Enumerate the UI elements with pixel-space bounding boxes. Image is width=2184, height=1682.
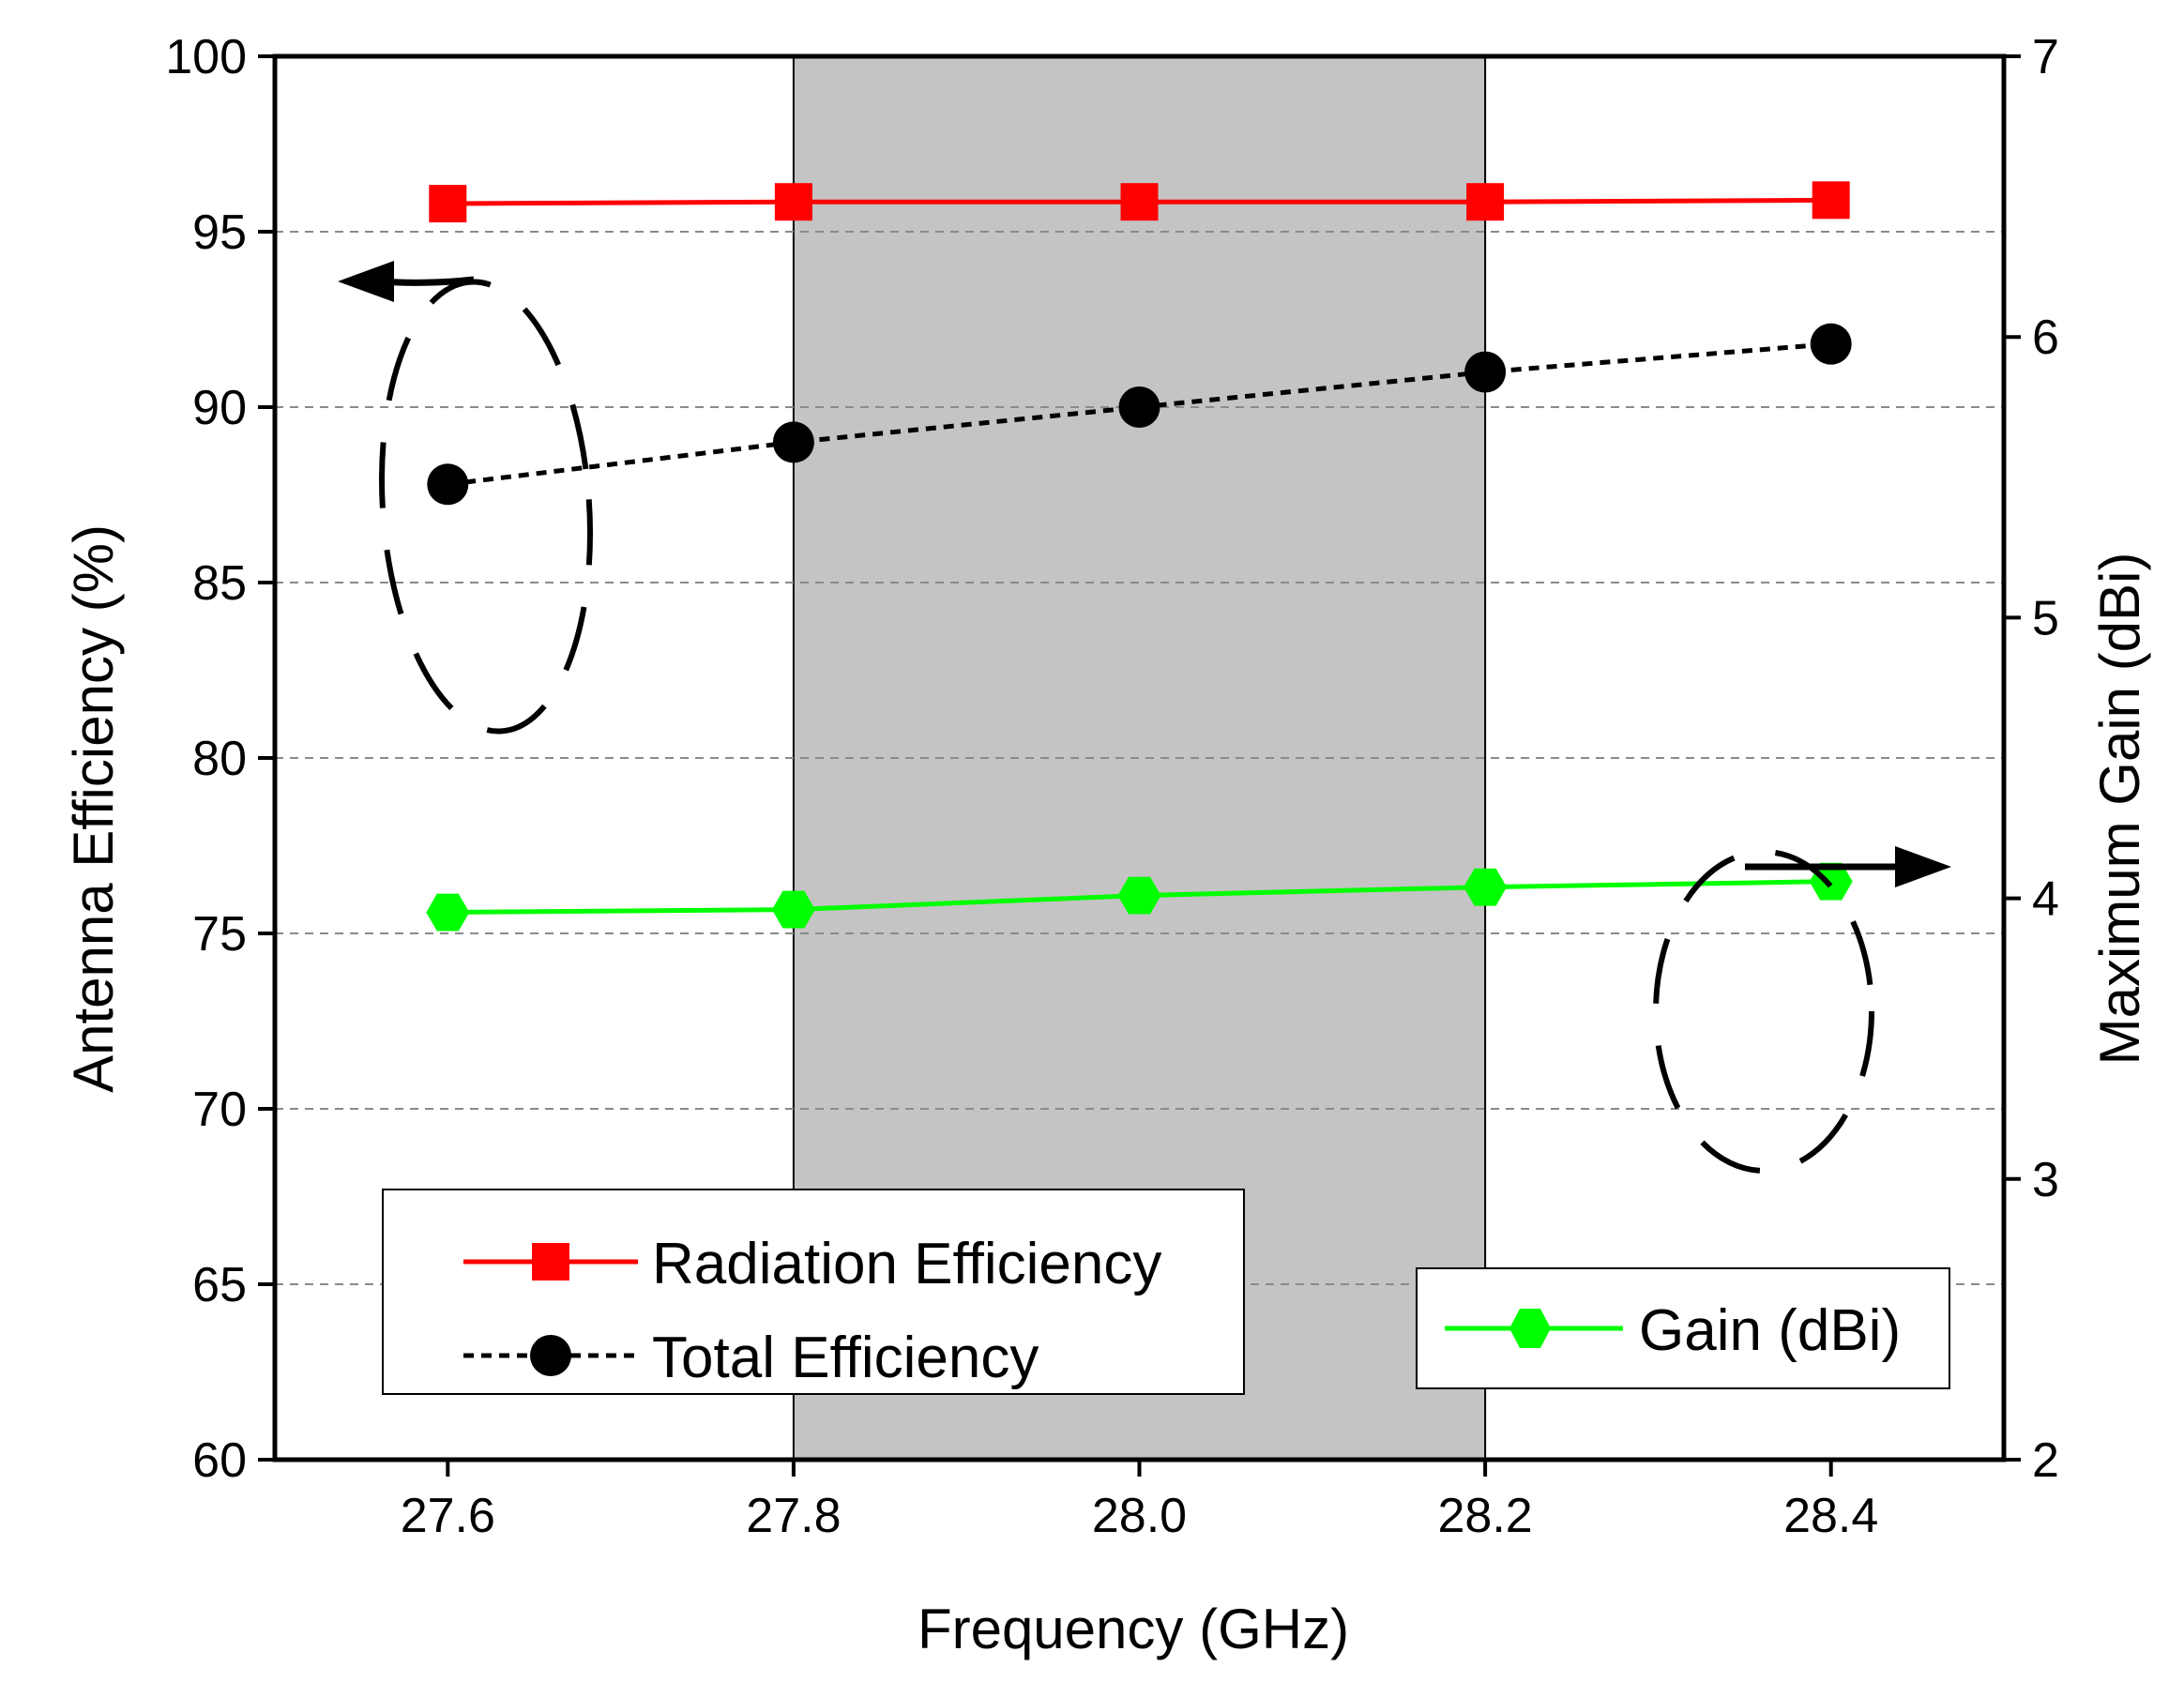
axis-ticks: 27.6 27.8 28.0 28.2 28.460657075808590951002… xyxy=(165,30,2059,1543)
y-left-tick-label-70: 70 xyxy=(192,1083,247,1137)
x-tick-label-27.6: 27.6 xyxy=(401,1489,495,1543)
data-point-total-efficiency-27.6 xyxy=(427,463,469,506)
y-right-tick-label-2: 2 xyxy=(2032,1433,2059,1488)
y-left-tick-label-85: 85 xyxy=(192,556,247,611)
legend-efficiency: Radiation Efficiency Total Efficiency xyxy=(382,1189,1245,1395)
data-point-total-efficiency-28.4 xyxy=(1810,323,1852,365)
legend-marker-gain xyxy=(1509,1309,1551,1348)
legend-gain: Gain (dBi) xyxy=(1416,1267,1950,1389)
legend-entry-radiation-efficiency: Radiation Efficiency xyxy=(463,1232,1161,1296)
legend-entry-gain: Gain (dBi) xyxy=(1445,1298,1901,1363)
data-point-radiation-efficiency-27.6 xyxy=(429,185,467,223)
x-tick-label-28.0: 28.0 xyxy=(1092,1489,1187,1543)
y-right-tick-label-5: 5 xyxy=(2032,591,2059,645)
x-tick-label-28.4: 28.4 xyxy=(1783,1489,1878,1543)
legend-label-radiation: Radiation Efficiency xyxy=(652,1232,1161,1296)
data-point-radiation-efficiency-28.4 xyxy=(1812,181,1850,220)
data-point-total-efficiency-28.2 xyxy=(1464,351,1507,393)
legend-marker-total xyxy=(530,1335,571,1376)
y-left-tick-label-80: 80 xyxy=(192,732,247,786)
data-point-gain-dbi-28.0 xyxy=(1117,876,1161,915)
data-point-radiation-efficiency-27.8 xyxy=(774,183,812,221)
y-left-tick-label-60: 60 xyxy=(192,1433,247,1488)
y-left-tick-label-100: 100 xyxy=(165,30,247,84)
data-point-gain-dbi-27.6 xyxy=(426,893,470,932)
right-axis-annotation-ellipse xyxy=(1653,849,1874,1174)
y-right-tick-label-6: 6 xyxy=(2032,311,2059,365)
x-tick-label-28.2: 28.2 xyxy=(1437,1489,1532,1543)
y-left-tick-label-65: 65 xyxy=(192,1258,247,1312)
data-point-total-efficiency-28.0 xyxy=(1118,386,1160,428)
y-left-tick-label-75: 75 xyxy=(192,907,247,962)
data-point-total-efficiency-27.8 xyxy=(772,421,814,463)
data-point-gain-dbi-27.8 xyxy=(771,890,815,929)
right-arrow-icon xyxy=(1745,846,1951,887)
left-arrow-icon xyxy=(338,261,475,302)
y-right-tick-label-7: 7 xyxy=(2032,30,2059,84)
legend-label-total: Total Efficiency xyxy=(652,1326,1039,1390)
series-layer xyxy=(426,181,1853,932)
y-left-tick-label-95: 95 xyxy=(192,205,247,260)
y-left-axis-title: Antenna Efficiency (%) xyxy=(62,524,125,1093)
legend-label-gain: Gain (dBi) xyxy=(1639,1298,1901,1363)
x-tick-label-27.8: 27.8 xyxy=(746,1489,841,1543)
y-right-tick-label-3: 3 xyxy=(2032,1153,2059,1207)
legend-marker-radiation xyxy=(532,1243,569,1280)
data-point-radiation-efficiency-28.2 xyxy=(1466,183,1505,221)
y-right-tick-label-4: 4 xyxy=(2032,872,2059,927)
x-axis-title: Frequency (GHz) xyxy=(918,1598,1349,1660)
data-point-radiation-efficiency-28.0 xyxy=(1120,183,1159,221)
data-point-gain-dbi-28.2 xyxy=(1464,868,1508,906)
y-right-axis-title: Maximum Gain (dBi) xyxy=(2088,553,2151,1066)
legend-entry-total-efficiency: Total Efficiency xyxy=(463,1326,1039,1390)
y-left-tick-label-90: 90 xyxy=(192,381,247,435)
legend-efficiency-box xyxy=(382,1189,1245,1395)
